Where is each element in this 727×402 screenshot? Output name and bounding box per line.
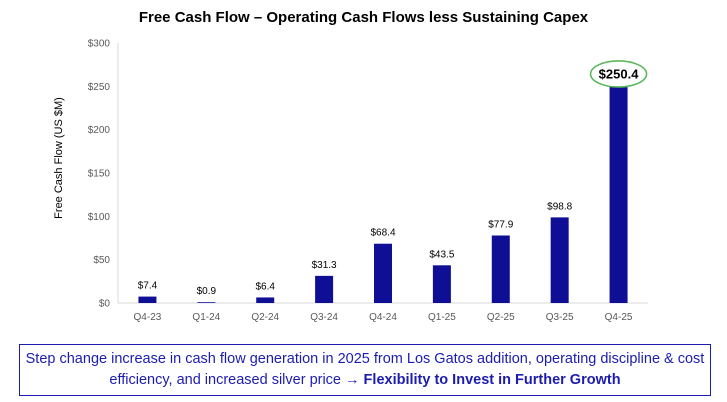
- x-tick-label: Q3-24: [310, 312, 338, 323]
- y-tick-label: $50: [93, 255, 110, 266]
- data-label-q2-25: $77.9: [488, 219, 513, 230]
- y-tick-label: $0: [99, 299, 111, 310]
- data-label-q4-23: $7.4: [138, 281, 158, 292]
- bar-q4-23: [138, 296, 157, 303]
- x-tick-label: Q1-25: [428, 312, 456, 323]
- x-tick-label: Q3-25: [546, 312, 574, 323]
- data-label-q1-25: $43.5: [429, 249, 454, 260]
- callout-arrow: →: [345, 372, 360, 388]
- callout-bold-text: Flexibility to Invest in Further Growth: [359, 372, 621, 388]
- data-label-q3-24: $31.3: [312, 260, 337, 271]
- data-label-q2-24: $6.4: [255, 281, 275, 292]
- x-tick-label: Q2-24: [251, 312, 279, 323]
- bar-q1-24: [197, 302, 216, 303]
- x-tick-label: Q1-24: [192, 312, 220, 323]
- y-ticks: $0 $50 $100 $150 $200 $250 $300: [88, 39, 111, 310]
- y-axis-title-group: Free Cash Flow (US $M): [53, 97, 65, 219]
- chart-title: Free Cash Flow – Operating Cash Flows le…: [138, 9, 589, 26]
- y-tick-label: $300: [88, 39, 111, 50]
- data-label-q3-25: $98.8: [547, 201, 572, 212]
- bar-q2-25: [491, 235, 510, 303]
- bar-q3-24: [315, 275, 334, 303]
- data-label-q1-24: $0.9: [197, 286, 217, 297]
- x-ticks: Q4-23 Q1-24 Q2-24 Q3-24 Q4-24 Q1-25 Q2-25 Q3-25…: [134, 312, 633, 323]
- data-label-q4-24: $68.4: [370, 228, 395, 239]
- x-tick-label: Q4-23: [134, 312, 162, 323]
- highlight-ellipse: [589, 60, 648, 88]
- y-tick-label: $250: [88, 82, 111, 93]
- bar-q1-25: [432, 265, 451, 303]
- bar-q2-24: [256, 297, 275, 303]
- y-tick-label: $100: [88, 212, 111, 223]
- y-tick-label: $150: [88, 169, 111, 180]
- x-tick-label: Q4-25: [605, 312, 633, 323]
- y-tick-label: $200: [88, 125, 111, 136]
- bar-chart: Free Cash Flow (US $M) $0 $50 $100 $150 $200…: [53, 39, 648, 323]
- callout-text: Step change increase in cash flow genera…: [25, 351, 705, 388]
- data-labels: $7.4 $0.9 $6.4 $31.3 $68.4 $43.5 $77.9 $98.8 $25…: [138, 60, 648, 297]
- callout-box: Step change increase in cash flow genera…: [19, 344, 711, 396]
- bar-q3-25: [550, 217, 569, 303]
- data-label-q4-25: $250.4: [599, 66, 640, 81]
- bars: [138, 85, 628, 303]
- bar-q4-24: [374, 243, 392, 303]
- x-tick-label: Q4-24: [369, 312, 397, 323]
- bar-q4-25: [609, 85, 628, 303]
- x-tick-label: Q2-25: [487, 312, 515, 323]
- y-axis-title: Free Cash Flow (US $M): [53, 97, 65, 219]
